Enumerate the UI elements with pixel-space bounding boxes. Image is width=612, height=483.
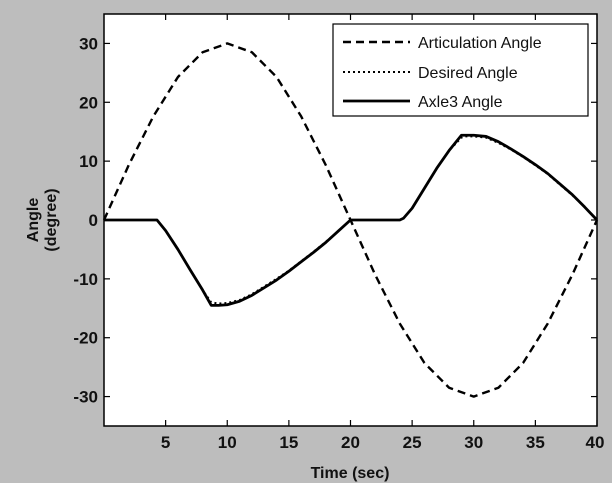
x-tick-label: 30 bbox=[464, 433, 483, 452]
x-tick-label: 35 bbox=[526, 433, 545, 452]
ticks-layer: 5 10 15 20 25 30 35 40 30 20 10 0 -10 -20 -30 bbox=[73, 14, 604, 452]
x-tick-label: 10 bbox=[218, 433, 237, 452]
legend-label-desired: Desired Angle bbox=[418, 65, 518, 82]
y-tick-label: -10 bbox=[73, 270, 98, 289]
x-tick-label: 5 bbox=[161, 433, 170, 452]
series-line-articulation-angle bbox=[102, 42, 599, 398]
legend-label-articulation: Articulation Angle bbox=[418, 35, 542, 52]
legend: Articulation Angle Desired Angle Axle3 A… bbox=[332, 23, 589, 117]
y-tick-label: 0 bbox=[89, 211, 98, 230]
series-layer bbox=[102, 42, 599, 398]
x-tick-label: 15 bbox=[279, 433, 298, 452]
y-tick-label: 30 bbox=[79, 34, 98, 53]
x-tick-label: 20 bbox=[341, 433, 360, 452]
y-tick-label: 20 bbox=[79, 93, 98, 112]
y-axis-title: Angle bbox=[25, 198, 42, 243]
y-axis-unit: (degree) bbox=[43, 188, 60, 251]
y-axis-label: Angle (degree) bbox=[25, 188, 60, 251]
series-line-desired-angle bbox=[104, 135, 598, 305]
x-tick-label: 40 bbox=[586, 433, 605, 452]
y-tick-label: 10 bbox=[79, 152, 98, 171]
y-tick-label: -20 bbox=[73, 329, 98, 348]
legend-label-axle3: Axle3 Angle bbox=[418, 94, 503, 111]
x-axis-label: Time (sec) bbox=[311, 465, 390, 482]
series-line-axle3-angle bbox=[104, 133, 599, 307]
y-tick-label: -30 bbox=[73, 388, 98, 407]
x-tick-label: 25 bbox=[403, 433, 422, 452]
